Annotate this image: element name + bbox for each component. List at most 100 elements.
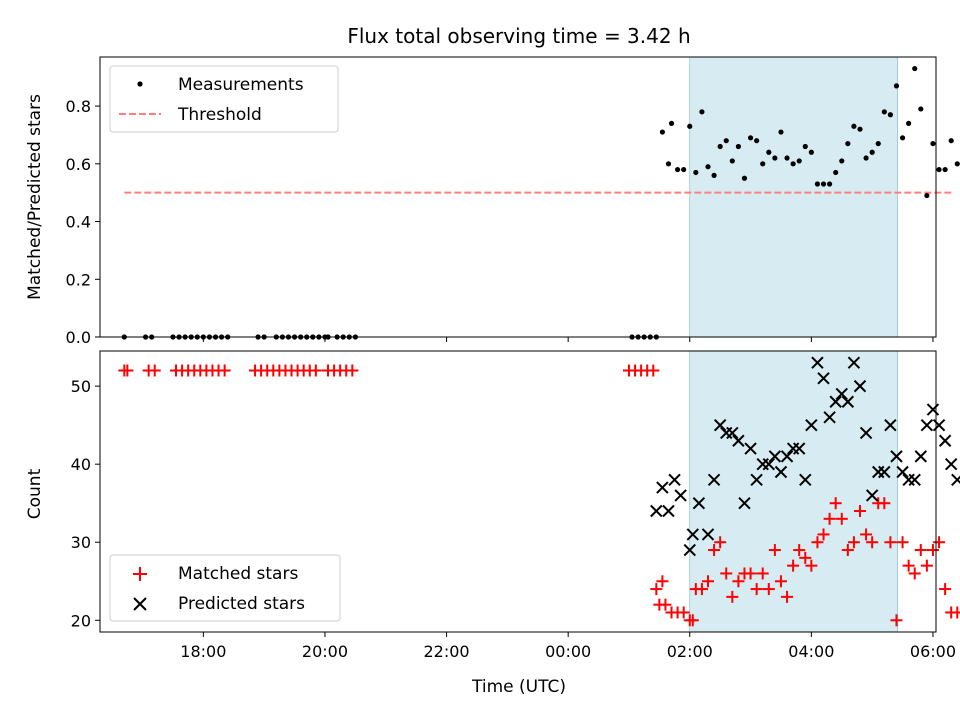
matched-stars-point [695, 583, 708, 596]
predicted-stars-point [683, 543, 696, 557]
matched-stars-point [659, 598, 672, 611]
predicted-stars-point [841, 395, 855, 408]
matched-stars-point [656, 575, 669, 588]
matched-stars-point [799, 551, 812, 564]
matched-stars-point [787, 559, 800, 572]
predicted-stars-point [768, 450, 782, 463]
x-tick-label: 00:00 [545, 642, 591, 661]
legend-measurements-marker [137, 81, 143, 87]
ratio-axes-frame [99, 56, 937, 338]
measurements-point [741, 175, 748, 181]
legend-matched-marker [133, 567, 147, 581]
predicted-stars-point [890, 450, 903, 463]
measurements-point [711, 172, 717, 178]
count-axes-frame [99, 350, 937, 633]
x-tick-label: 04:00 [788, 642, 834, 661]
matched-stars-point [841, 544, 854, 557]
x-tick-label: 06:00 [910, 642, 956, 661]
matched-stars-point [714, 536, 727, 549]
matched-stars-point [677, 606, 690, 619]
predicted-stars-point [774, 465, 788, 479]
matched-stars-point [847, 536, 860, 549]
measurements-point [790, 161, 796, 167]
legend-matched-label: Matched stars [178, 564, 298, 584]
y-tick-label: 0.2 [66, 270, 91, 289]
predicted-stars-point [750, 473, 763, 486]
predicted-stars-point [780, 450, 794, 463]
predicted-stars-point [914, 450, 928, 463]
measurements-point [778, 129, 784, 135]
predicted-stars-point [944, 457, 958, 471]
y-tick-label: 20 [71, 611, 91, 630]
measurements-point [784, 155, 790, 161]
matched-stars-point [860, 528, 873, 541]
predicted-stars-point [744, 442, 757, 455]
predicted-stars-point [811, 356, 824, 369]
predicted-stars-point [707, 473, 721, 486]
matched-stars-point [823, 512, 836, 525]
matched-stars-point [121, 364, 134, 377]
measurements-point [827, 181, 833, 187]
predicted-stars-point [656, 481, 669, 494]
matched-stars-point [309, 364, 322, 377]
y-tick-label: 0.0 [66, 328, 91, 347]
count-panel: 20 30 40 50 18:00 20:00 22:00 00:00 02:00 04:00 0… [25, 350, 960, 697]
observing-band-top [689, 56, 898, 338]
matched-stars-point [817, 528, 830, 541]
ratio-y-axis-label: Matched/Predicted stars [25, 94, 45, 300]
measurements-point [735, 143, 742, 150]
predicted-stars-point [859, 426, 873, 440]
matched-stars-point [781, 590, 794, 603]
matched-stars-point [756, 567, 769, 580]
ratio-panel: 0.00.20.40.60.8 Matched/Predicted stars … [25, 56, 960, 347]
y-tick-label: 0.8 [66, 97, 91, 116]
measurements-point [699, 109, 705, 115]
predicted-stars-point [920, 418, 934, 432]
matched-stars-point [902, 559, 915, 572]
measurements-point [687, 123, 693, 129]
predicted-stars-point [726, 426, 739, 440]
predicted-stars-point [701, 528, 715, 541]
count-legend: Matched stars Predicted stars [109, 554, 341, 622]
matched-stars-point [218, 364, 231, 377]
measurements-point [814, 181, 821, 187]
predicted-stars-point [692, 497, 706, 510]
matched-stars-point [926, 544, 939, 557]
predicted-stars-point [650, 504, 663, 518]
x-axis-label: Time (UTC) [471, 677, 566, 697]
matched-stars-point [732, 575, 745, 588]
predicted-stars-point [817, 372, 830, 385]
measurements-point [893, 83, 900, 89]
x-tick-label: 02:00 [667, 642, 713, 661]
matched-stars-point [829, 497, 842, 510]
matched-stars-point [866, 536, 879, 549]
measurements-point [839, 158, 845, 164]
measurements-point [754, 138, 760, 144]
predicted-stars-point [878, 465, 891, 479]
matched-stars-point [686, 614, 699, 627]
measurements-point [802, 143, 808, 150]
y-tick-label: 0.4 [66, 213, 91, 232]
predicted-stars-point [823, 411, 836, 424]
measurements-point [887, 112, 894, 118]
y-tick-label: 30 [71, 533, 91, 552]
matched-stars-point [650, 583, 663, 596]
matched-stars-point [884, 536, 897, 549]
measurements-point [906, 120, 912, 126]
measurements-point [875, 140, 881, 147]
matched-stars-point [744, 567, 757, 580]
matched-stars-point [896, 536, 909, 549]
y-tick-label: 40 [71, 455, 91, 474]
measurements-point [863, 155, 869, 161]
predicted-stars-point [713, 418, 727, 432]
predicted-stars-point [792, 442, 806, 455]
predicted-stars-point [932, 418, 946, 432]
measurements-point [954, 161, 960, 167]
predicted-stars-point [938, 434, 952, 447]
matched-stars-point [908, 567, 921, 580]
measurements-point [772, 155, 778, 161]
measurements-point [833, 169, 839, 176]
chart-title: Flux total observing time = 3.42 h [347, 24, 690, 48]
matched-stars-point [768, 544, 781, 557]
measurements-point [857, 126, 863, 132]
